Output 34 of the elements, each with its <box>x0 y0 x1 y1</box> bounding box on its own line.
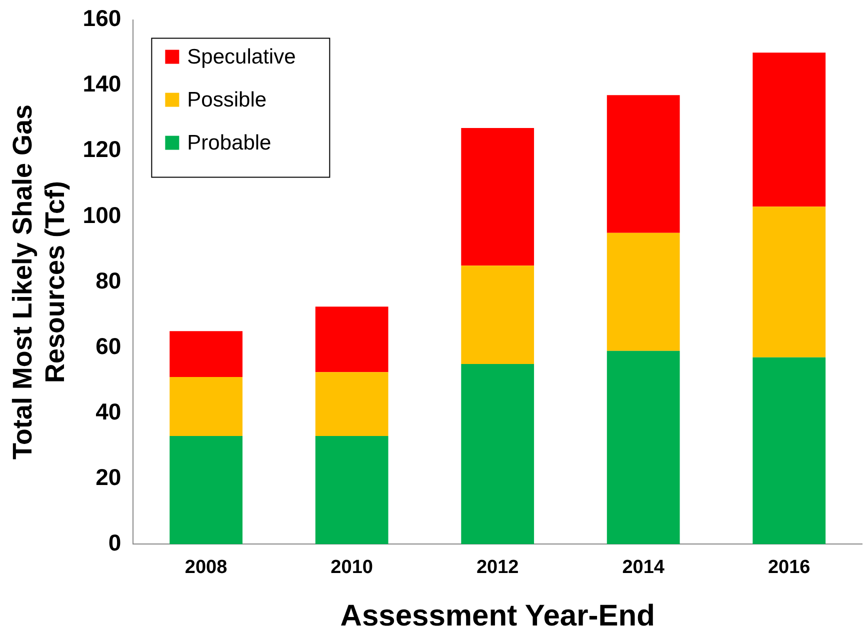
y-tick-label: 40 <box>96 398 122 424</box>
y-tick-label: 140 <box>82 70 122 97</box>
x-tick-label: 2012 <box>476 556 519 578</box>
bar <box>170 377 242 436</box>
legend-label: Possible <box>187 88 267 112</box>
bar <box>461 266 534 364</box>
bar <box>752 206 826 358</box>
x-tick-label: 2014 <box>622 556 665 578</box>
bar <box>315 372 388 436</box>
bar <box>170 436 242 544</box>
bar <box>752 52 826 207</box>
bar <box>315 306 388 372</box>
bar <box>315 436 388 544</box>
x-tick-label: 2008 <box>184 556 228 578</box>
y-tick-label: 0 <box>108 530 122 556</box>
bar <box>606 95 680 233</box>
bar <box>461 128 534 266</box>
legend-label: Probable <box>187 132 272 155</box>
y-tick-label: 60 <box>96 332 122 359</box>
bar <box>461 364 534 544</box>
y-tick-label: 80 <box>96 267 122 294</box>
x-axis-title: Assessment Year-End <box>340 599 655 632</box>
y-tick-label: 120 <box>82 136 122 162</box>
bar <box>606 350 680 544</box>
y-tick-label: 20 <box>96 464 122 490</box>
bar <box>170 331 242 378</box>
y-tick-label: 100 <box>82 202 122 228</box>
y-axis-title: Total Most Likely Shale Gas Resources (Tcf) <box>8 104 70 460</box>
x-tick-label: 2016 <box>768 556 810 578</box>
bar <box>752 357 826 544</box>
legend-label: Speculative <box>187 46 296 69</box>
bar <box>606 232 680 351</box>
y-tick-label: 160 <box>82 5 122 32</box>
x-tick-label: 2010 <box>330 556 373 578</box>
